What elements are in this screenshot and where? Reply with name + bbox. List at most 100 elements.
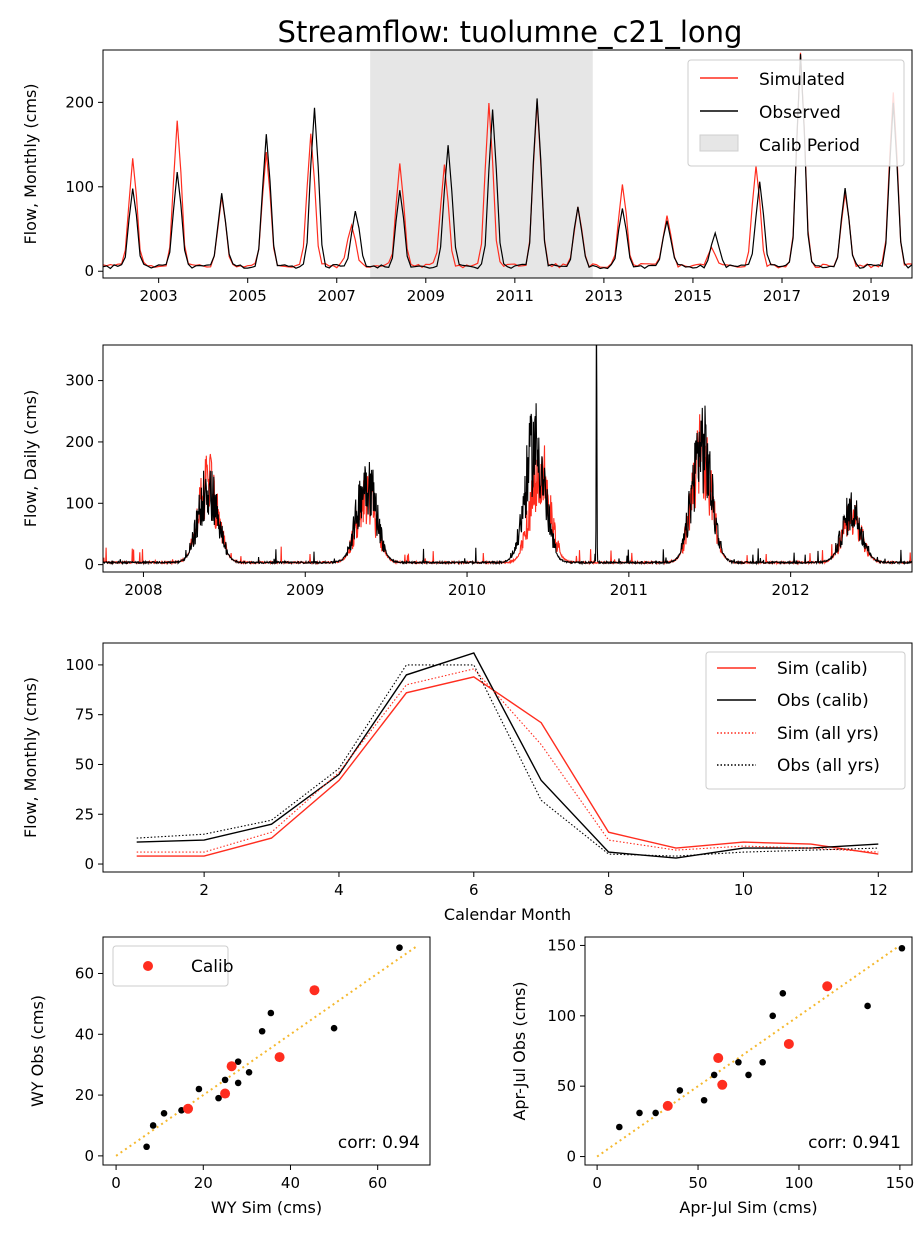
y-tick-label: 100 — [65, 656, 94, 674]
x-axis-label: Apr-Jul Sim (cms) — [679, 1198, 817, 1217]
scatter-point — [235, 1080, 242, 1087]
one-to-one-line — [597, 946, 899, 1157]
scatter-point — [150, 1122, 157, 1129]
scatter-point — [331, 1025, 338, 1032]
y-tick-label: 0 — [84, 1147, 94, 1165]
y-tick-label: 0 — [84, 556, 94, 574]
x-tick-label: 50 — [688, 1174, 707, 1192]
scatter-point — [864, 1003, 871, 1010]
y-axis-label: Flow, Monthly (cms) — [21, 83, 40, 244]
y-tick-label: 40 — [75, 1025, 94, 1043]
x-tick-label: 12 — [869, 881, 888, 899]
y-tick-label: 0 — [84, 855, 94, 873]
scatter-point — [769, 1013, 776, 1020]
x-axis-label: Calendar Month — [444, 905, 571, 924]
calib-point — [784, 1039, 794, 1049]
y-axis-label: WY Obs (cms) — [28, 995, 47, 1107]
legend: Calib — [113, 946, 234, 986]
x-tick-label: 2009 — [407, 287, 445, 305]
x-tick-label: 2017 — [763, 287, 801, 305]
y-tick-label: 300 — [65, 372, 94, 390]
x-tick-label: 2005 — [229, 287, 267, 305]
calib-point — [309, 985, 319, 995]
aprjul-scatter-panel: 0 50 100 150 0 50 100 150 Apr-Jul Obs (cms) Apr-J… — [510, 936, 914, 1217]
y-tick-label: 0 — [566, 1148, 576, 1166]
y-tick-label: 75 — [75, 706, 94, 724]
x-tick-label: 8 — [604, 881, 614, 899]
scatter-point — [701, 1097, 708, 1104]
y-tick-label: 50 — [75, 755, 94, 773]
x-tick-label: 2015 — [674, 287, 712, 305]
scatter-point — [780, 990, 787, 997]
calib-point — [822, 981, 832, 991]
x-tick-label: 60 — [368, 1174, 387, 1192]
x-tick-label: 0 — [111, 1174, 121, 1192]
x-tick-label: 2011 — [610, 581, 648, 599]
corr-annotation: corr: 0.94 — [338, 1133, 420, 1153]
legend-label: Observed — [759, 103, 841, 123]
scatter-point — [711, 1072, 718, 1079]
y-axis-label: Flow, Monthly (cms) — [21, 677, 40, 838]
legend-label: Obs (all yrs) — [777, 756, 880, 776]
x-tick-label: 100 — [785, 1174, 814, 1192]
calib-point — [713, 1053, 723, 1063]
y-tick-label: 200 — [65, 433, 94, 451]
climatology-panel: 2 4 6 8 10 12 0 25 50 75 100 Flow, Monthly (cms) Cal… — [21, 643, 912, 924]
x-tick-label: 2010 — [448, 581, 486, 599]
legend-label: Simulated — [759, 70, 845, 90]
x-tick-label: 2012 — [772, 581, 810, 599]
y-tick-label: 200 — [65, 93, 94, 111]
y-tick-label: 150 — [547, 936, 576, 954]
y-tick-label: 100 — [65, 178, 94, 196]
x-tick-label: 2 — [199, 881, 209, 899]
x-tick-label: 2009 — [286, 581, 324, 599]
x-tick-label: 0 — [592, 1174, 602, 1192]
y-axis-label: Apr-Jul Obs (cms) — [510, 981, 529, 1120]
calib-point — [717, 1080, 727, 1090]
scatter-point — [161, 1110, 168, 1117]
x-tick-label: 20 — [194, 1174, 213, 1192]
calib-point — [663, 1101, 673, 1111]
y-tick-label: 25 — [75, 805, 94, 823]
calib-point — [220, 1089, 230, 1099]
scatter-point — [759, 1059, 766, 1066]
scatter-point — [677, 1087, 684, 1094]
y-tick-label: 0 — [84, 262, 94, 280]
y-axis-label: Flow, Daily (cms) — [21, 390, 40, 527]
calib-point — [183, 1104, 193, 1114]
y-tick-label: 60 — [75, 964, 94, 982]
x-tick-label: 2003 — [140, 287, 178, 305]
scatter-point — [222, 1077, 229, 1084]
scatter-point — [636, 1110, 643, 1117]
legend-label: Calib Period — [759, 136, 860, 156]
scatter-point — [745, 1072, 752, 1079]
x-tick-label: 6 — [469, 881, 479, 899]
x-tick-label: 2013 — [585, 287, 623, 305]
scatter-point — [735, 1059, 742, 1066]
legend: Sim (calib)Obs (calib)Sim (all yrs)Obs (… — [706, 652, 905, 789]
x-axis-label: WY Sim (cms) — [211, 1198, 322, 1217]
y-tick-label: 100 — [547, 1007, 576, 1025]
scatter-point — [259, 1028, 266, 1035]
series-line-0 — [103, 414, 912, 563]
corr-annotation: corr: 0.941 — [808, 1133, 901, 1153]
scatter-point — [196, 1086, 203, 1093]
legend: Simulated Observed Calib Period — [688, 60, 904, 166]
x-tick-label: 2008 — [124, 581, 162, 599]
y-tick-label: 100 — [65, 494, 94, 512]
x-tick-label: 2019 — [852, 287, 890, 305]
legend-swatch — [143, 961, 153, 971]
scatter-point — [143, 1143, 150, 1150]
x-tick-label: 2007 — [318, 287, 356, 305]
scatter-point — [899, 945, 906, 952]
daily-flow-panel: 2008 2009 2010 2011 2012 0 100 200 300 Flow, Dail… — [21, 307, 912, 599]
scatter-point — [246, 1069, 253, 1076]
scatter-point — [396, 944, 403, 951]
x-tick-label: 4 — [334, 881, 344, 899]
x-tick-label: 10 — [734, 881, 753, 899]
x-tick-label: 150 — [886, 1174, 915, 1192]
y-tick-label: 50 — [557, 1077, 576, 1095]
